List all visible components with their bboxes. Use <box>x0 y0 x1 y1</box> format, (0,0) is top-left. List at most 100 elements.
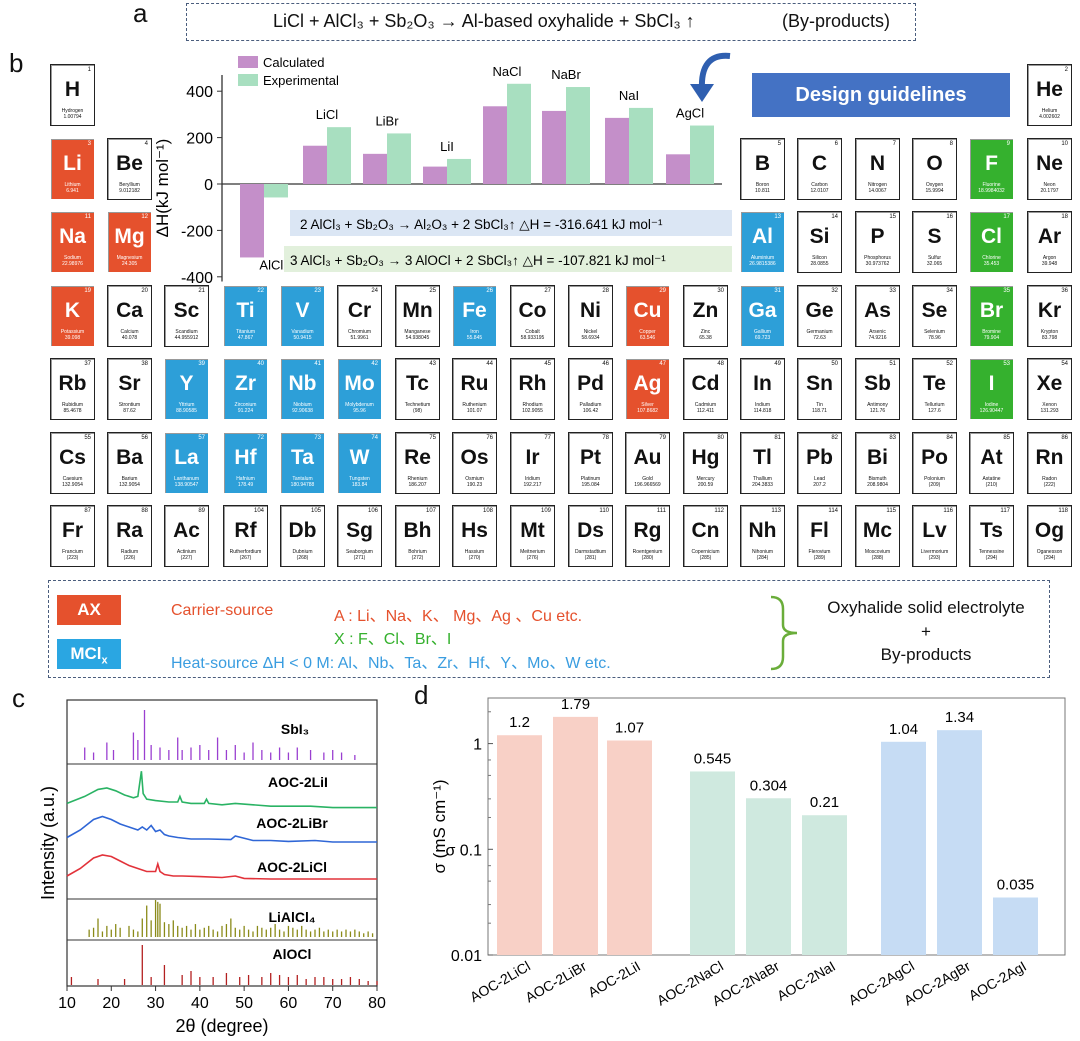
panel-label-a: a <box>133 0 148 28</box>
element-name: Phosphorus <box>864 255 891 261</box>
element-symbol: Re <box>404 446 431 469</box>
atomic-mass: (98) <box>413 408 422 414</box>
element-name: Seaborgium <box>346 549 373 555</box>
element-tile-v: 23 V Vanadium 50.9415 <box>280 285 325 347</box>
atomic-mass: 50.9415 <box>293 335 312 341</box>
mclx-badge: MClx <box>57 639 121 669</box>
element-symbol: Sb <box>864 372 891 395</box>
atomic-number: 80 <box>717 435 724 441</box>
element-symbol: Fr <box>62 519 83 542</box>
atomic-mass: 32.065 <box>926 261 943 267</box>
element-tile-tl: 81 Tl Thallium 204.3833 <box>740 432 785 494</box>
atomic-number: 12 <box>141 214 148 220</box>
element-symbol: As <box>864 299 891 322</box>
atomic-number: 32 <box>831 288 838 294</box>
element-name: Meitnerium <box>520 549 545 555</box>
atomic-number: 104 <box>253 508 264 514</box>
category-label: LiBr <box>375 113 399 128</box>
element-tile-ra: 88 Ra Radium (226) <box>107 505 152 567</box>
element-name: Beryllium <box>119 182 140 188</box>
series-label: AOC-2LiCl <box>257 859 327 875</box>
atomic-mass: 54.938045 <box>405 335 430 341</box>
element-name: Gallium <box>754 329 771 335</box>
element-name: Flerovium <box>808 549 831 555</box>
element-tile-la: 57 La Lanthanum 138.90547 <box>164 432 209 494</box>
atomic-number: 49 <box>774 361 781 367</box>
element-name: Neon <box>1043 182 1056 188</box>
series-5 <box>70 945 378 985</box>
element-name: Lanthanum <box>173 476 200 482</box>
atomic-mass: 192.217 <box>523 482 542 488</box>
atomic-mass: 83.798 <box>1041 335 1058 341</box>
element-name: Actinium <box>176 549 197 555</box>
element-tile-at: 85 At Astatine (210) <box>969 432 1014 494</box>
atomic-mass: 10.811 <box>755 188 770 194</box>
element-tile-i: 53 I Iodine 126.90447 <box>969 358 1014 420</box>
atomic-number: 2 <box>1064 67 1068 73</box>
annotation-box-1 <box>290 210 732 236</box>
x-tick-label: 70 <box>324 995 342 1012</box>
conductivity-bar-1 <box>553 716 598 955</box>
atomic-mass: (288) <box>871 555 884 561</box>
atomic-number: 73 <box>314 435 321 441</box>
element-name: Darmstadtium <box>574 549 607 555</box>
element-tile-si: 14 Si Silicon 28.0855 <box>797 211 842 273</box>
element-symbol: La <box>174 446 199 469</box>
atomic-number: 26 <box>486 288 493 294</box>
atomic-mass: 18.9984032 <box>978 188 1005 194</box>
carrier-a-elements: A : Li、Na、K、 Mg、Ag 、Cu etc. <box>334 608 583 625</box>
atomic-number: 106 <box>367 508 378 514</box>
element-name: Bohrium <box>408 549 427 555</box>
element-name: Carbon <box>811 182 828 188</box>
atomic-mass: 39.948 <box>1041 261 1058 267</box>
y-axis-label: Intensity (a.u.) <box>38 786 58 900</box>
element-symbol: Ga <box>748 299 777 322</box>
element-tile-h: 1 H Hydrogen 1.00794 <box>50 64 95 126</box>
atomic-number: 5 <box>777 141 781 147</box>
element-name: Rhenium <box>407 476 428 482</box>
element-tile-cr: 24 Cr Chromium 51.9961 <box>337 285 382 347</box>
y-tick-label: 400 <box>186 84 213 101</box>
element-symbol: O <box>926 152 943 175</box>
atomic-mass: (293) <box>928 555 941 561</box>
element-tile-li: 3 Li Lithium 6.941 <box>50 138 95 200</box>
atomic-mass: 9.012182 <box>119 188 140 194</box>
element-name: Cobalt <box>525 329 540 335</box>
element-tile-ti: 22 Ti Titanium 47.867 <box>223 285 268 347</box>
element-tile-b: 5 B Boron 10.811 <box>740 138 785 200</box>
reaction-equation: LiCl + AlCl₃ + Sb₂O₃ → Al-based oxyhalid… <box>273 11 695 31</box>
element-name: Radium <box>120 549 139 555</box>
element-tile-ts: 117 Ts Tennessine (294) <box>969 505 1014 567</box>
element-tile-ag: 47 Ag Silver 107.8682 <box>625 358 670 420</box>
element-symbol: Mt <box>520 519 545 542</box>
element-symbol: Y <box>179 372 194 395</box>
atomic-number: 30 <box>717 288 724 294</box>
xrd-curve <box>66 771 377 809</box>
carrier-x-elements: X : F、Cl、Br、I <box>334 631 452 648</box>
y-tick-label: 0.01 <box>451 948 482 965</box>
value-label: 1.79 <box>561 696 590 713</box>
element-name: Xenon <box>1042 402 1057 408</box>
element-symbol: Cl <box>981 225 1002 248</box>
conductivity-bar-8 <box>993 897 1038 955</box>
atomic-number: 105 <box>310 508 321 514</box>
element-tile-cu: 29 Cu Copper 63.546 <box>625 285 670 347</box>
element-symbol: Ta <box>291 446 314 469</box>
series-label: AlOCl <box>273 946 312 962</box>
atomic-number: 41 <box>314 361 321 367</box>
atomic-number: 22 <box>257 288 264 294</box>
element-symbol: Tc <box>406 372 429 395</box>
element-symbol: Ag <box>633 372 662 395</box>
atomic-number: 42 <box>371 361 378 367</box>
atomic-number: 76 <box>486 435 493 441</box>
element-symbol: Ti <box>236 299 255 322</box>
element-name: Dubnium <box>292 549 313 555</box>
value-label: 1.2 <box>509 714 530 731</box>
element-tile-f: 9 F Fluorine 18.9984032 <box>969 138 1014 200</box>
legend-swatch-experimental <box>238 74 258 86</box>
plus-sign: + <box>921 622 931 641</box>
atomic-mass: 24.305 <box>121 261 138 267</box>
conductivity-bar-7 <box>937 730 982 955</box>
atomic-number: 11 <box>84 214 91 220</box>
element-symbol: Ni <box>580 299 601 322</box>
